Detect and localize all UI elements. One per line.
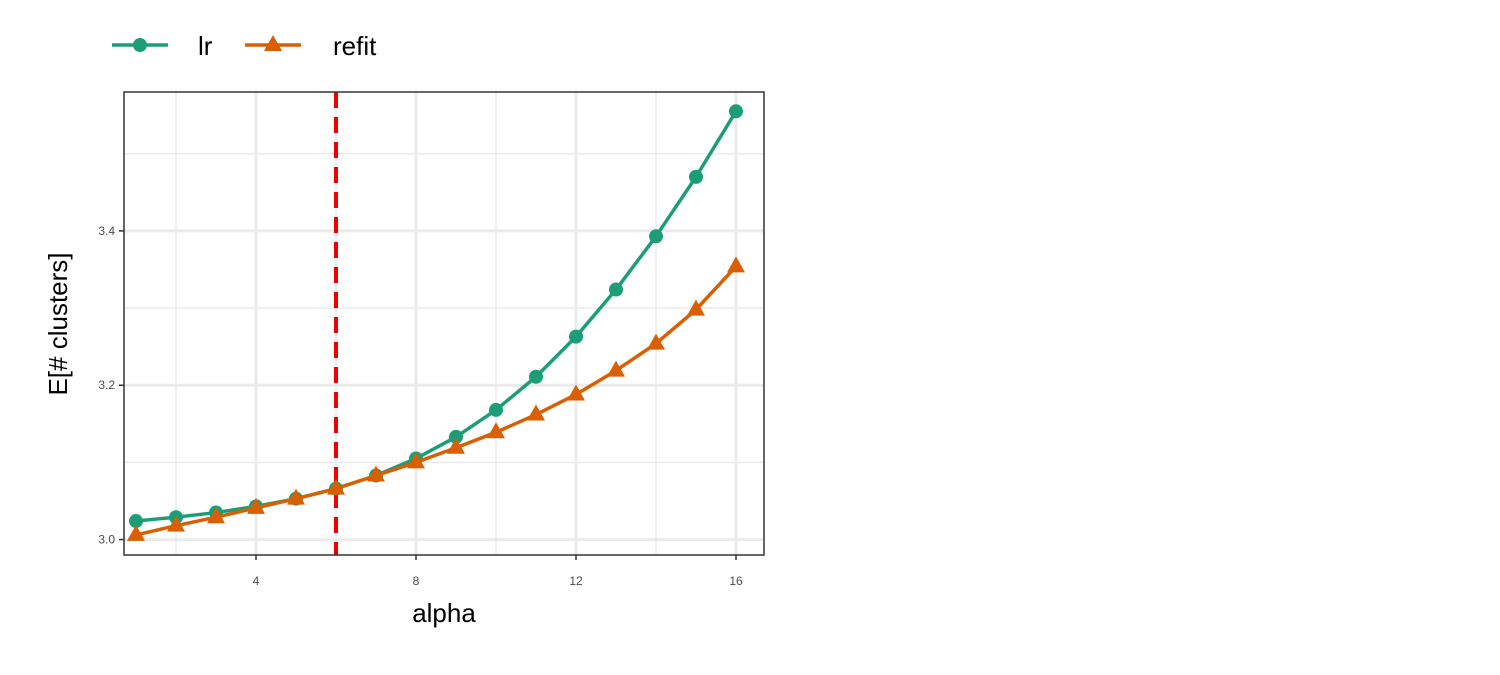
data-point-lr bbox=[129, 514, 143, 529]
series-line-refit bbox=[135, 265, 738, 537]
data-point-refit bbox=[487, 422, 505, 439]
legend-key-marker-refit bbox=[264, 35, 282, 51]
data-point-lr bbox=[649, 229, 663, 244]
data-point-refit bbox=[567, 384, 585, 401]
legend-key-marker-lr bbox=[133, 38, 147, 52]
y-axis-title: E[# clusters] bbox=[43, 252, 73, 395]
data-point-refit bbox=[207, 507, 225, 524]
data-point-refit bbox=[247, 497, 265, 514]
data-point-refit bbox=[327, 478, 345, 495]
data-point-refit bbox=[527, 404, 545, 421]
x-axis-title: alpha bbox=[412, 598, 476, 628]
x-tick-label: 12 bbox=[569, 574, 583, 588]
data-point-refit bbox=[167, 515, 185, 532]
data-point-lr bbox=[689, 169, 703, 184]
legend-item-refit: refit bbox=[245, 31, 377, 61]
series-group bbox=[127, 104, 745, 541]
data-point-refit bbox=[687, 299, 705, 316]
legend-item-lr: lr bbox=[112, 31, 213, 61]
axis-ticks: 4 8 12 16 3.0 3.2 3.4 bbox=[98, 224, 743, 588]
data-point-lr bbox=[729, 104, 743, 119]
data-point-refit bbox=[607, 360, 625, 377]
legend-label-lr: lr bbox=[198, 31, 213, 61]
plot-border bbox=[123, 91, 765, 556]
data-point-lr bbox=[569, 329, 583, 344]
y-tick-label: 3.4 bbox=[98, 224, 115, 238]
series-refit bbox=[127, 256, 745, 541]
data-point-refit bbox=[407, 452, 425, 469]
data-point-refit bbox=[127, 524, 145, 541]
data-point-refit bbox=[367, 465, 385, 482]
data-point-refit bbox=[727, 256, 745, 273]
legend-label-refit: refit bbox=[333, 31, 377, 61]
data-point-lr bbox=[489, 402, 503, 417]
data-point-refit bbox=[647, 333, 665, 350]
legend: lr refit bbox=[112, 31, 377, 61]
series-line-lr bbox=[135, 110, 738, 523]
data-point-refit bbox=[287, 488, 305, 505]
data-point-refit bbox=[447, 437, 465, 454]
y-tick-label: 3.2 bbox=[98, 378, 115, 392]
data-point-lr bbox=[609, 282, 623, 297]
y-tick-label: 3.0 bbox=[98, 533, 115, 547]
data-point-lr bbox=[529, 369, 543, 384]
grid bbox=[124, 92, 764, 555]
x-tick-label: 16 bbox=[729, 574, 743, 588]
plot-background bbox=[124, 92, 764, 555]
x-tick-label: 4 bbox=[253, 574, 260, 588]
x-tick-label: 8 bbox=[413, 574, 420, 588]
data-point-lr bbox=[449, 429, 463, 444]
